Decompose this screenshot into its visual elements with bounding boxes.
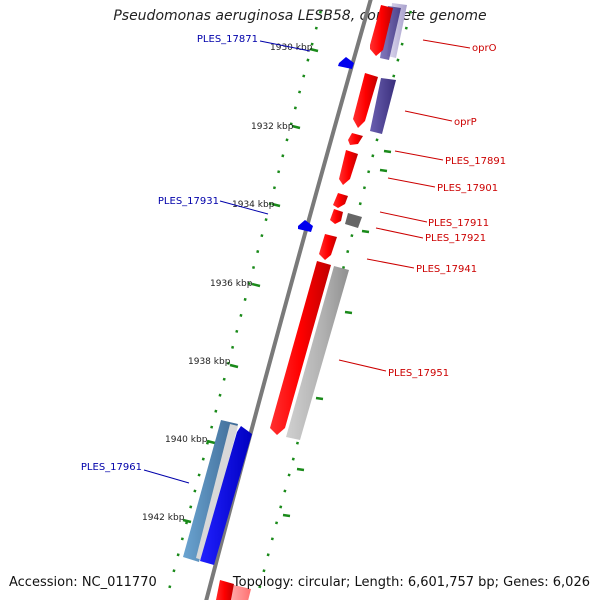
gene-PLES_17901 xyxy=(339,150,358,185)
genome-backbone xyxy=(204,0,373,600)
tick-label-1930: 1930 kbp xyxy=(270,43,313,53)
gene-PLES_17931 xyxy=(298,220,313,232)
label-PLES_17931: PLES_17931 xyxy=(158,196,219,207)
gene-PLES_17921 xyxy=(330,209,343,224)
tick-label-1938: 1938 kbp xyxy=(188,357,231,367)
tick-label-1936: 1936 kbp xyxy=(210,279,253,289)
tick-label-1940: 1940 kbp xyxy=(165,435,208,445)
label-PLES_17961: PLES_17961 xyxy=(81,462,142,473)
kbp-ticks xyxy=(182,47,319,524)
accession-text: Accession: NC_011770 xyxy=(9,575,157,590)
gene-oprO xyxy=(370,5,393,56)
label-PLES_17871: PLES_17871 xyxy=(197,34,258,45)
blast-hit-bottom xyxy=(230,585,251,600)
gene-oprP xyxy=(353,73,378,128)
label-PLES_17921: PLES_17921 xyxy=(425,233,486,244)
gene-PLES_17961 xyxy=(200,426,252,565)
label-oprP: oprP xyxy=(454,117,477,128)
outer-track-marks xyxy=(282,149,392,518)
blast-hit-oprP xyxy=(370,78,396,134)
gene-PLES_17871 xyxy=(338,57,354,69)
gene-labels: PLES_17871 oprO oprP PLES_17891 PLES_179… xyxy=(81,34,506,473)
label-PLES_17951: PLES_17951 xyxy=(388,368,449,379)
label-leaders xyxy=(143,39,471,484)
label-PLES_17901: PLES_17901 xyxy=(437,183,498,194)
reverse-genes xyxy=(183,57,354,565)
label-PLES_17891: PLES_17891 xyxy=(445,156,506,167)
label-oprO: oprO xyxy=(472,43,497,54)
tick-label-1942: 1942 kbp xyxy=(142,513,185,523)
inner-scale-track xyxy=(165,0,325,600)
blast-hit-17961-light xyxy=(196,424,238,560)
tick-labels: 1930 kbp 1932 kbp 1934 kbp 1936 kbp 1938… xyxy=(142,43,313,523)
blast-hit-17911 xyxy=(345,213,362,228)
gene-PLES_17911 xyxy=(333,193,348,208)
tick-label-1934: 1934 kbp xyxy=(232,200,275,210)
blast-hit-17951 xyxy=(286,266,349,440)
gene-PLES_17891 xyxy=(348,133,363,145)
topology-text: Topology: circular; Length: 6,601,757 bp… xyxy=(232,575,590,590)
label-PLES_17941: PLES_17941 xyxy=(416,264,477,275)
tick-label-1932: 1932 kbp xyxy=(251,122,294,132)
forward-genes xyxy=(216,5,393,600)
gene-bottom-red xyxy=(216,580,234,600)
blast-hit-oprO xyxy=(380,6,401,60)
blast-hits-outer xyxy=(230,3,407,600)
gene-PLES_17951 xyxy=(270,261,331,435)
gene-PLES_17941 xyxy=(319,234,337,260)
label-PLES_17911: PLES_17911 xyxy=(428,218,489,229)
